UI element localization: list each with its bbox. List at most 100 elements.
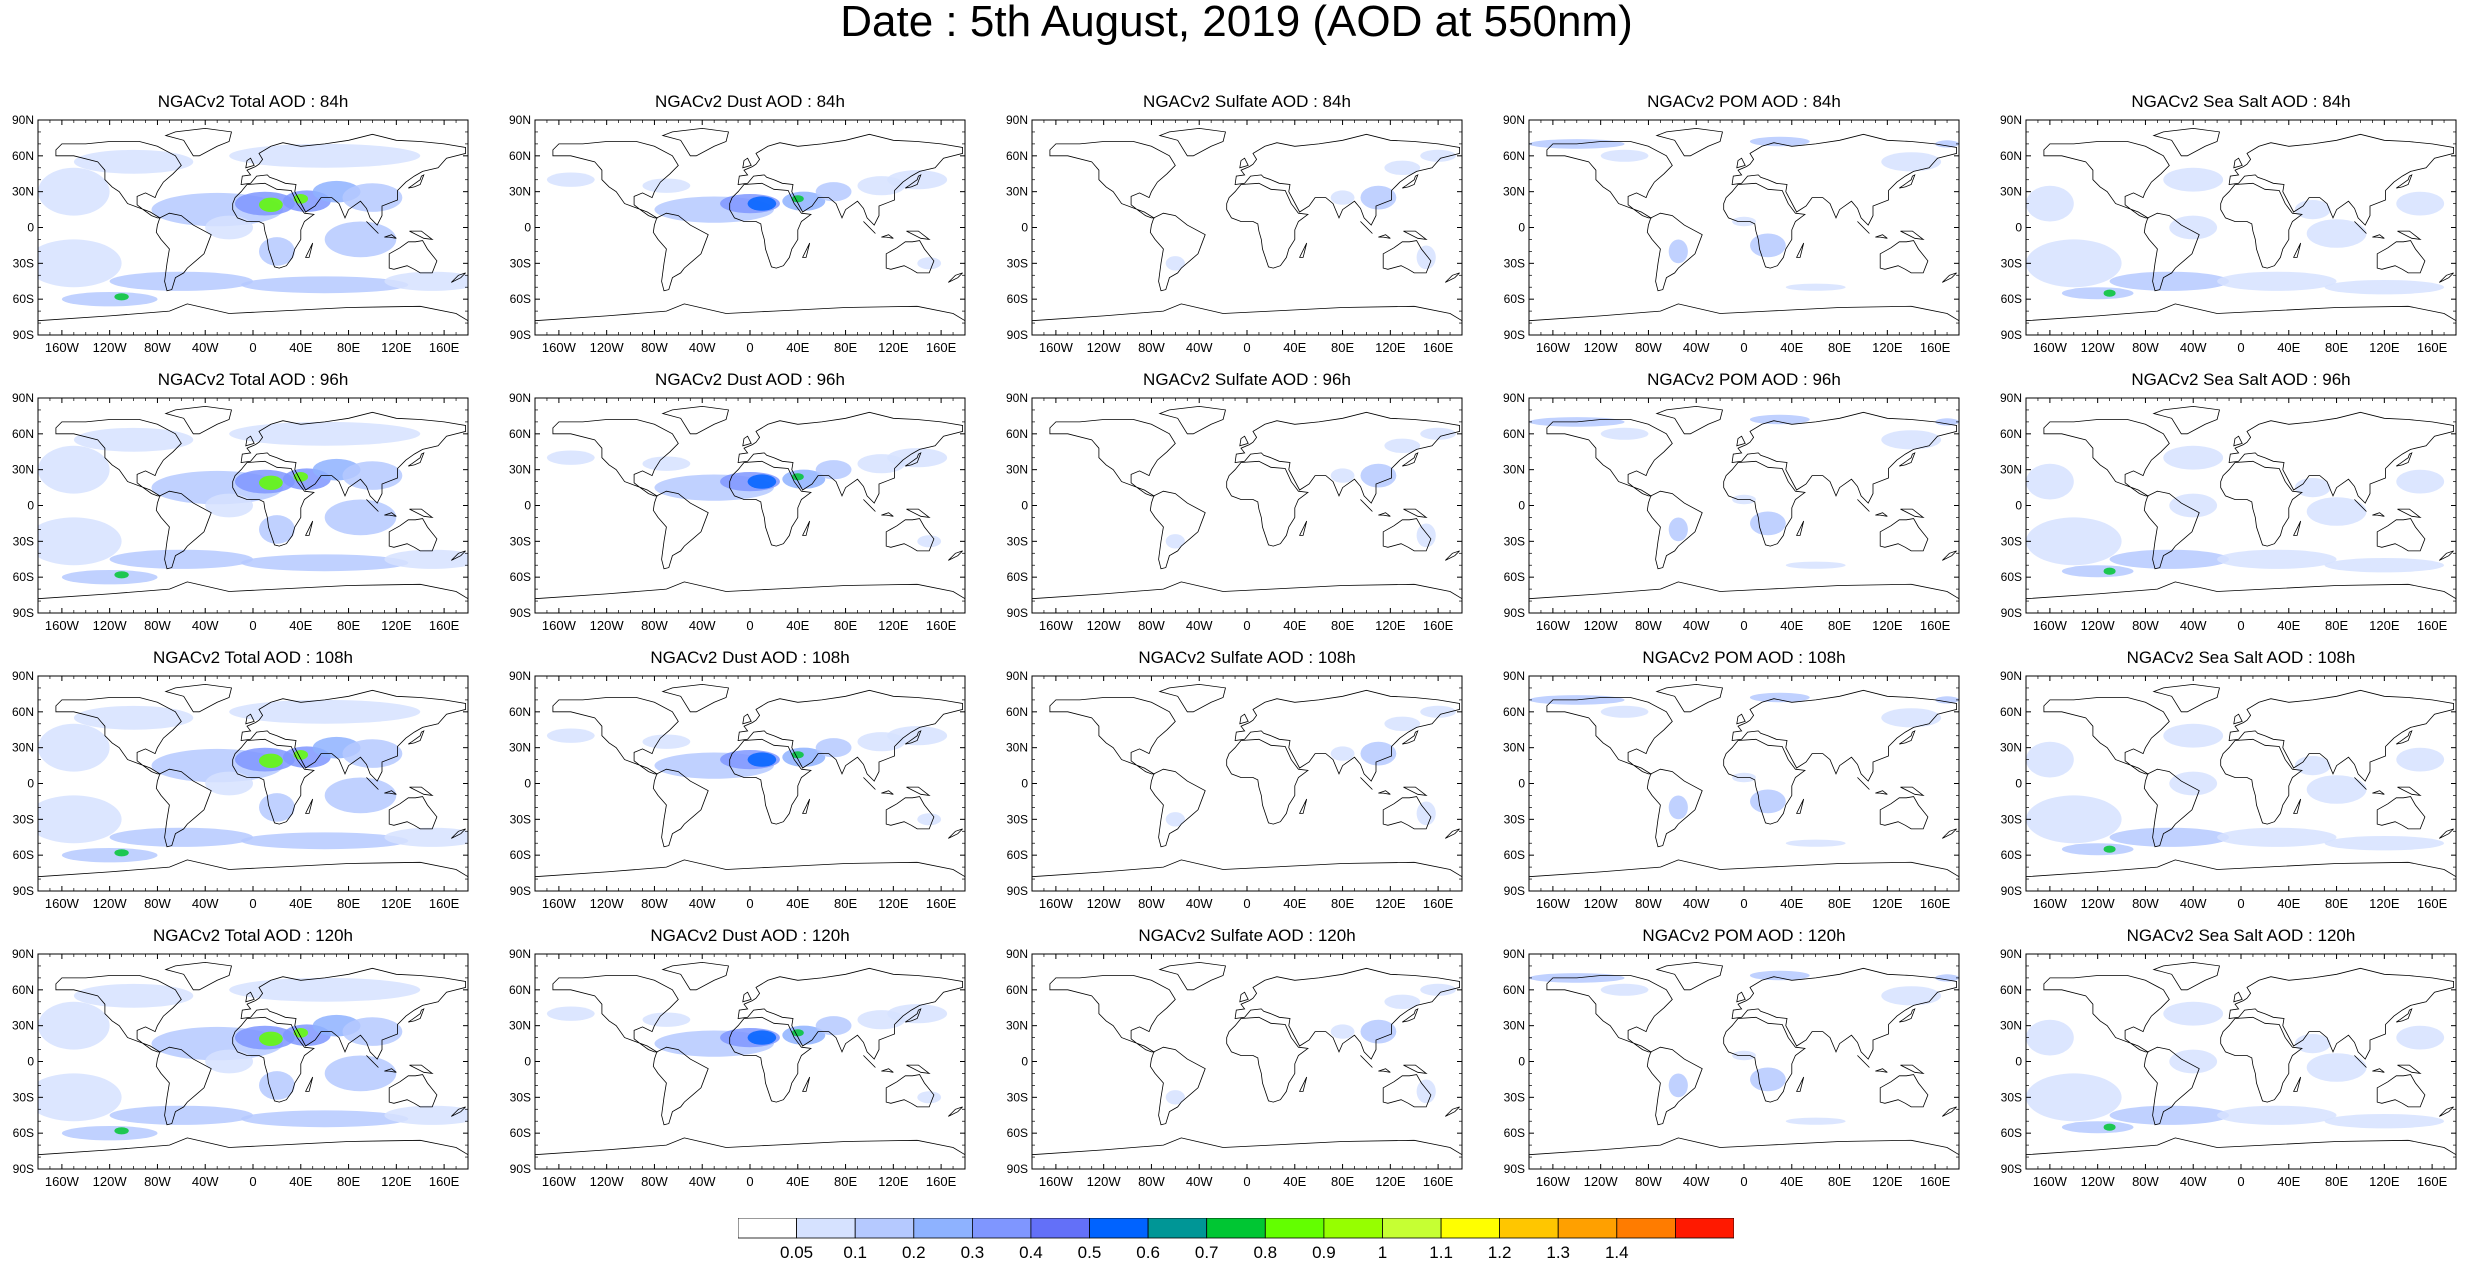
coastlines <box>1529 127 1959 335</box>
aod-region <box>917 535 942 548</box>
coastline <box>1049 141 1176 219</box>
aod-region <box>38 445 110 494</box>
coastline <box>1646 1046 1703 1126</box>
coastline <box>742 435 752 447</box>
coastlines <box>1529 961 1959 1169</box>
map-plot: 90N 60N 30N 0 30S 60S 90S 160W 120W 80W 40W 0 40E 80E… <box>1006 669 1463 911</box>
aod-region <box>2103 289 2116 297</box>
lat-tick-label: 90N <box>1006 391 1028 405</box>
map-background <box>1032 954 1462 1169</box>
aod-region <box>642 734 691 749</box>
lat-tick-label: 90S <box>2001 606 2022 620</box>
lat-tick-label: 90S <box>2001 328 2022 342</box>
lat-tick-label: 0 <box>27 221 34 235</box>
coastline <box>1529 303 1959 335</box>
lon-tick-label: 160W <box>1039 896 1074 911</box>
aod-region <box>2103 845 2116 853</box>
aod-field <box>546 170 948 270</box>
coastline <box>1403 1064 1428 1074</box>
lon-tick-label: 120W <box>93 896 128 911</box>
aod-region <box>205 493 254 518</box>
lon-tick-label: 40E <box>786 1174 809 1189</box>
lat-tick-label: 30S <box>1504 256 1525 270</box>
lat-tick-label: 60S <box>2001 570 2022 584</box>
map-background <box>2026 676 2456 891</box>
aod-region <box>1668 239 1688 264</box>
coastline <box>2396 1008 2413 1023</box>
map-plot: 90N 60N 30N 0 30S 60S 90S 160W 120W 80W 40W 0 40E 80E… <box>1503 947 1960 1189</box>
lat-tick-label: 60S <box>1007 1126 1028 1140</box>
lon-tick-label: 80E <box>1828 618 1851 633</box>
lat-tick-label: 30N <box>509 185 531 199</box>
aod-field <box>2026 445 2445 578</box>
lon-tick-label: 120W <box>2081 340 2116 355</box>
lat-tick-label: 60N <box>1503 149 1525 163</box>
aod-region <box>1330 746 1355 761</box>
aod-region <box>791 195 804 203</box>
lat-tick-label: 0 <box>1518 221 1525 235</box>
coastlines <box>2026 405 2456 613</box>
lon-tick-label: 120E <box>381 896 412 911</box>
aod-region <box>1420 983 1456 996</box>
aod-region <box>1881 152 1942 172</box>
map-panel: NGACv2 Total AOD : 84h 90N 60N 30N 0 30S 60S 90… <box>0 92 469 355</box>
lat-tick-label: 60S <box>1007 292 1028 306</box>
coastline <box>2376 796 2426 830</box>
lat-tick-label: 60N <box>12 705 34 719</box>
map-panel: NGACv2 Sea Salt AOD : 120h 90N 60N 30N 0 30S 6… <box>1986 926 2457 1189</box>
coastline <box>2233 991 2243 1003</box>
coastline <box>384 512 397 517</box>
lat-tick-label: 30N <box>1503 463 1525 477</box>
map-plot: 90N 60N 30N 0 30S 60S 90S 160W 120W 80W 40W 0 40E 80E… <box>12 947 469 1189</box>
coastline <box>155 490 212 570</box>
aod-region <box>38 795 122 844</box>
lon-tick-label: 80E <box>834 1174 857 1189</box>
colorbar-label: 1.1 <box>1429 1243 1453 1261</box>
lon-tick-label: 160W <box>2033 896 2068 911</box>
coastline <box>2292 520 2302 536</box>
lat-tick-label: 60S <box>1007 570 1028 584</box>
coastline <box>1879 796 1929 830</box>
coastline <box>384 790 397 795</box>
coastline <box>1378 512 1391 517</box>
coastline <box>1403 230 1428 240</box>
lon-tick-label: 160W <box>542 618 577 633</box>
coastline <box>2043 975 2170 1053</box>
aod-region <box>2026 517 2122 566</box>
coastline <box>863 221 876 234</box>
coastline <box>652 212 709 292</box>
aod-region <box>815 182 852 202</box>
lat-tick-label: 60N <box>1006 149 1028 163</box>
aod-region <box>342 1017 403 1046</box>
coastline <box>2372 512 2385 517</box>
coastline <box>451 550 466 561</box>
lon-tick-label: 80E <box>1828 1174 1851 1189</box>
lat-tick-label: 0 <box>1518 499 1525 513</box>
lon-tick-label: 120W <box>2081 896 2116 911</box>
aod-region <box>38 723 110 772</box>
lat-tick-label: 0 <box>1518 777 1525 791</box>
lat-tick-label: 60S <box>1007 848 1028 862</box>
lon-tick-label: 80W <box>1635 1174 1662 1189</box>
aod-region <box>1668 795 1688 820</box>
aod-region <box>642 1012 691 1027</box>
aod-field <box>1529 136 1959 291</box>
lon-tick-label: 80W <box>641 618 668 633</box>
lon-tick-label: 40E <box>289 618 312 633</box>
coastline <box>1900 508 1925 518</box>
coastline <box>1899 1008 1916 1023</box>
aod-region <box>61 1126 158 1141</box>
coastlines <box>38 961 468 1169</box>
coastline <box>1298 242 1308 258</box>
lon-tick-label: 80W <box>144 340 171 355</box>
coastline <box>38 1137 468 1169</box>
coastline <box>366 777 379 790</box>
aod-region <box>1881 708 1942 728</box>
coastline <box>2228 133 2455 226</box>
lon-tick-label: 0 <box>746 618 753 633</box>
lon-tick-label: 80E <box>1828 340 1851 355</box>
coastline <box>2143 490 2200 570</box>
lon-tick-label: 120W <box>590 340 625 355</box>
coastlines <box>2026 683 2456 891</box>
lon-tick-label: 80E <box>1331 1174 1354 1189</box>
